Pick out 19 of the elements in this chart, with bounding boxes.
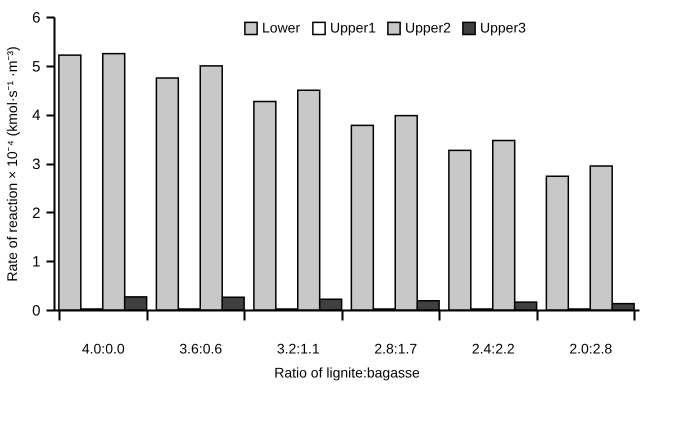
x-tick-label: 2.4:2.2 <box>472 340 515 356</box>
y-tick-label: 6 <box>32 10 40 26</box>
x-tick-label: 3.6:0.6 <box>179 340 222 356</box>
y-tick-label: 0 <box>32 302 40 320</box>
x-tick-label: 2.0:2.8 <box>569 340 612 356</box>
y-tick-label: 5 <box>32 58 40 76</box>
x-tick-label: 2.8:1.7 <box>374 340 418 356</box>
y-tick-label: 2 <box>32 204 40 222</box>
y-tick-label: 1 <box>32 254 40 271</box>
legend-label: Lower <box>262 19 300 36</box>
legend-label: Upper3 <box>480 19 526 36</box>
x-axis-title: Ratio of lignite:bagasse <box>274 364 420 380</box>
legend-label: Upper2 <box>405 19 452 36</box>
y-axis-title: Rate of reaction × 10⁻⁴ (kmol·s⁻¹ ·m⁻³) <box>4 46 20 282</box>
y-tick-label: 4 <box>32 107 40 124</box>
y-tick-label: 3 <box>32 156 40 173</box>
legend-label: Upper1 <box>330 19 376 36</box>
x-tick-label: 4.0:0.0 <box>82 340 125 356</box>
x-tick-label: 3.2:1.1 <box>276 340 320 356</box>
